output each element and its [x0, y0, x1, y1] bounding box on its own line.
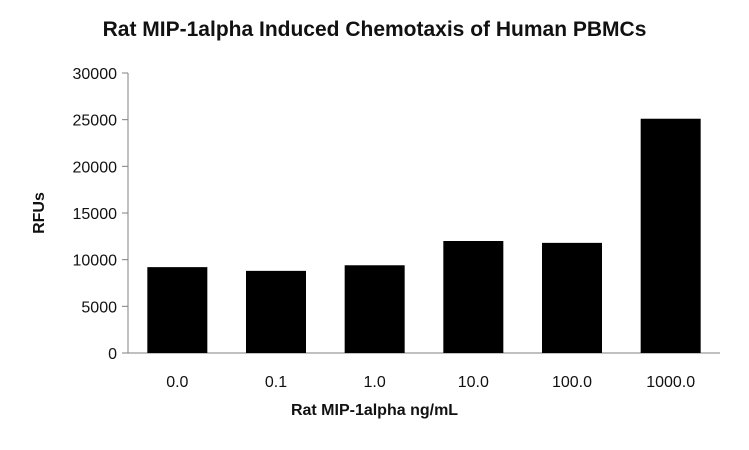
x-tick-label: 1.0 [364, 374, 386, 391]
x-tick-label: 10.0 [458, 374, 489, 391]
y-tick-label: 5000 [81, 299, 117, 316]
y-tick-label: 15000 [73, 206, 118, 223]
x-tick-label: 0.0 [166, 374, 188, 391]
bar-100.0 [542, 242, 602, 353]
y-tick-label: 30000 [73, 66, 118, 83]
x-tick-label: 100.0 [552, 374, 592, 391]
chart-title: Rat MIP-1alpha Induced Chemotaxis of Hum… [102, 18, 647, 41]
bar-1.0 [344, 265, 405, 353]
y-tick-label: 0 [108, 346, 117, 363]
bar-0.0 [147, 267, 208, 353]
x-axis-label: Rat MIP-1alpha ng/mL [290, 402, 459, 419]
bar-0.1 [246, 270, 306, 353]
x-tick-label: 0.1 [265, 374, 287, 391]
bar-1000.0 [640, 118, 701, 353]
y-tick-label: 10000 [73, 253, 118, 270]
x-tick-label: 1000.0 [646, 374, 695, 391]
y-tick-label: 20000 [73, 159, 118, 176]
bar-10.0 [443, 241, 504, 353]
y-tick-label: 25000 [73, 113, 118, 130]
